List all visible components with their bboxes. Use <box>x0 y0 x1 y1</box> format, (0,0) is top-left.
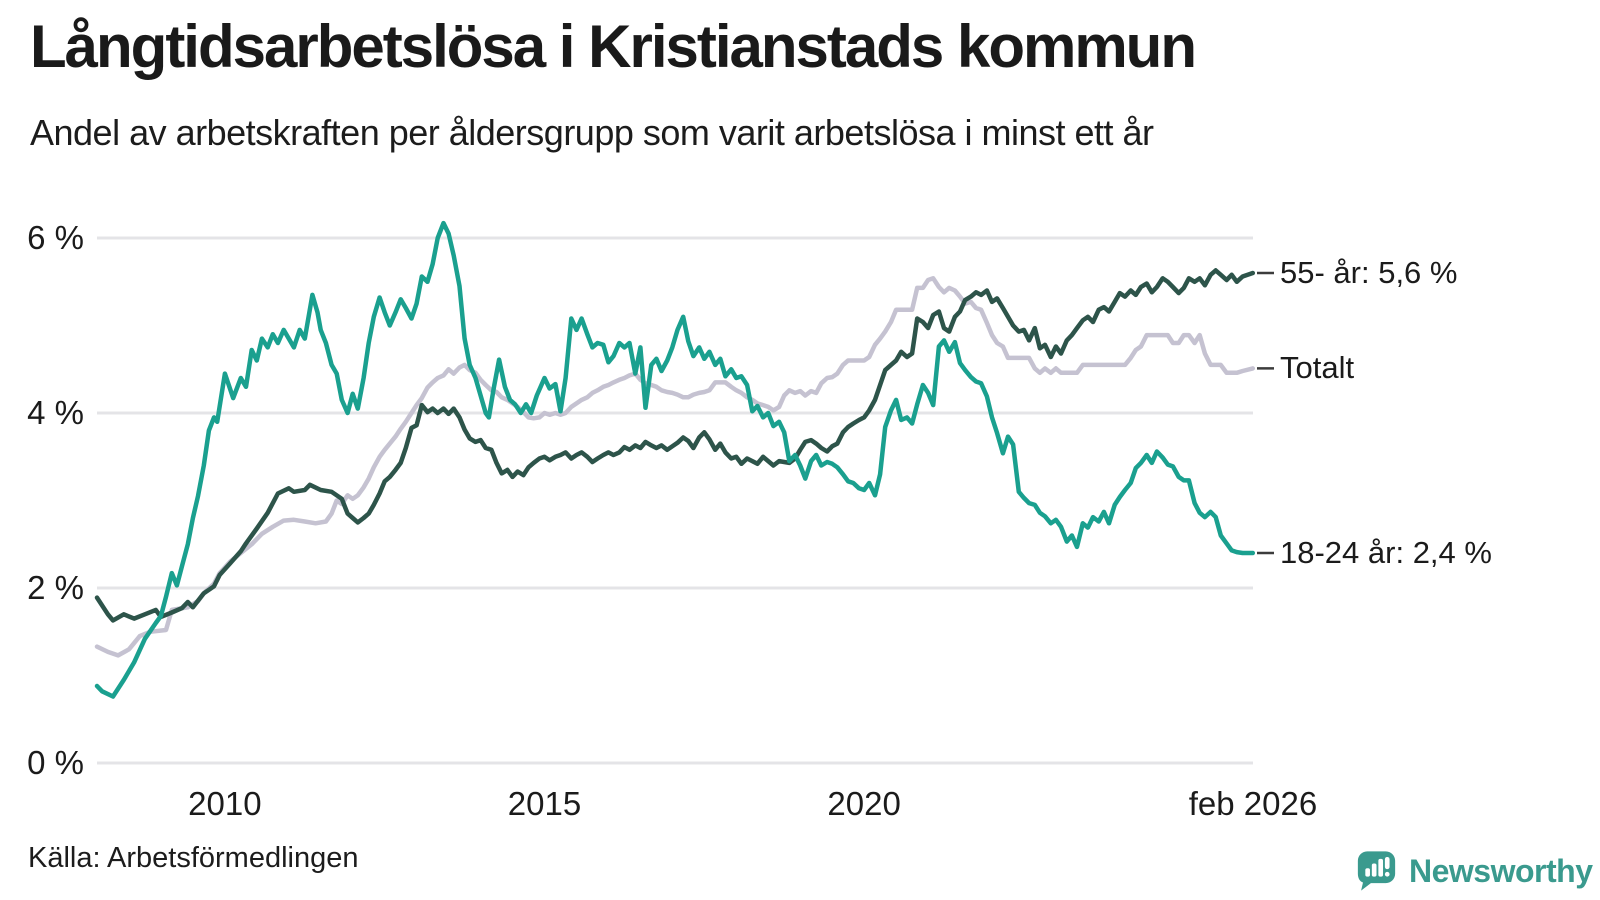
series-end-label-55: 55- år: 5,6 % <box>1280 255 1458 290</box>
y-axis-tick-6: 6 % <box>27 219 84 256</box>
newsworthy-logo-text: Newsworthy <box>1409 852 1593 889</box>
series-end-label-totalt: Totalt <box>1280 350 1355 386</box>
series-end-label-18-24: 18-24 år: 2,4 % <box>1280 535 1492 570</box>
y-axis-tick-4: 4 % <box>27 394 84 431</box>
y-axis-tick-2: 2 % <box>27 569 84 606</box>
x-axis-tick-2020: 2020 <box>827 785 901 822</box>
x-axis-tick-2010: 2010 <box>188 785 262 822</box>
newsworthy-logo: Newsworthy <box>1356 849 1593 893</box>
newsworthy-chart-bubble-icon <box>1357 851 1396 891</box>
page-subtitle: Andel av arbetskraften per åldersgrupp s… <box>30 112 1154 153</box>
page-title: Långtidsarbetslösa i Kristianstads kommu… <box>30 13 1197 80</box>
y-axis-tick-0: 0 % <box>27 744 84 781</box>
x-axis-tick-feb-2026: feb 2026 <box>1188 785 1318 822</box>
source-note: Källa: Arbetsförmedlingen <box>28 842 359 874</box>
x-axis-tick-2015: 2015 <box>507 785 582 822</box>
